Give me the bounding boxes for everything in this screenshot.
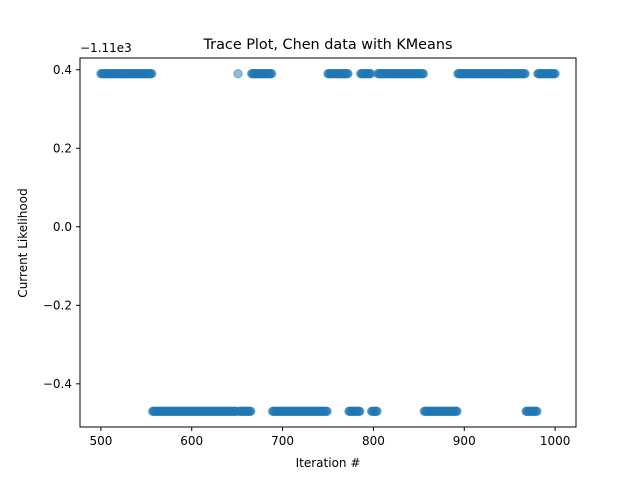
x-tick-label: 800 [362, 434, 385, 448]
plot-frame [79, 57, 577, 428]
y-tick-label: −0.4 [43, 377, 72, 391]
x-tick-label: 900 [453, 434, 476, 448]
y-tick-label: 0.4 [53, 63, 72, 77]
chart-title: Trace Plot, Chen data with KMeans [203, 37, 453, 53]
scatter-point [147, 69, 157, 79]
scatter-point [418, 69, 429, 79]
scatter-point [520, 69, 530, 79]
x-tick-label: 500 [89, 434, 112, 448]
y-tick-label: 0.0 [53, 220, 72, 234]
x-axis-ticks: 500 600 700 800 900 1000 [89, 427, 570, 448]
x-axis-label: Iteration # [296, 456, 361, 470]
y-tick-label: 0.2 [53, 141, 72, 155]
scatter-point [246, 406, 256, 416]
scatter-point [233, 69, 243, 79]
scatter-point [550, 69, 560, 79]
y-axis-label: Current Likelihood [16, 188, 30, 297]
scatter-point [266, 69, 277, 79]
x-tick-label: 700 [271, 434, 294, 448]
scatter-point [372, 406, 382, 416]
scatter-point [355, 406, 365, 416]
x-tick-label: 600 [180, 434, 203, 448]
scatter-point [322, 406, 332, 416]
x-tick-label: 1000 [540, 434, 571, 448]
scatter-point [532, 406, 542, 416]
scatter-point [343, 69, 353, 79]
y-axis-ticks: 0.4 0.2 0.0 −0.2 −0.4 [43, 63, 80, 391]
y-axis-offset-text: −1.11e3 [80, 41, 132, 55]
y-tick-label: −0.2 [43, 298, 72, 312]
scatter-points [96, 69, 560, 416]
scatter-point [452, 406, 462, 416]
